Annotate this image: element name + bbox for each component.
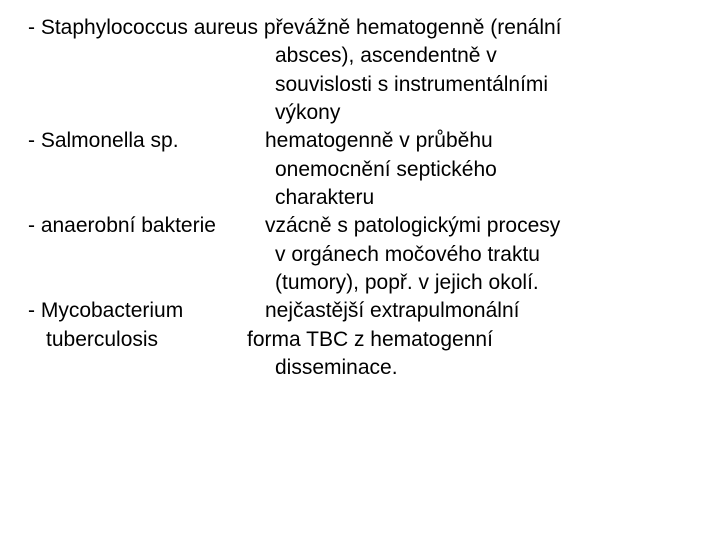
- entry-4-row1: - Mycobacterium nejčastější extrapulmoná…: [18, 297, 702, 325]
- entry-4-desc-first: nejčastější extrapulmonální: [263, 297, 702, 325]
- entry-2-row: - Salmonella sp. hematogenně v průběhu: [18, 127, 702, 155]
- entry-3-desc-first: vzácně s patologickými procesy: [263, 212, 702, 240]
- entry-2-term: - Salmonella sp.: [18, 127, 263, 155]
- entry-4-term-line1: - Mycobacterium: [18, 297, 263, 325]
- entry-2-desc-line: charakteru: [18, 184, 702, 212]
- entry-1-desc-inline: převážně hematogenně (renální: [264, 16, 562, 39]
- slide-text-content: - Staphylococcus aureus převážně hematog…: [18, 14, 702, 382]
- entry-4-desc-line: disseminace.: [18, 354, 702, 382]
- entry-4-desc-second: forma TBC z hematogenní: [245, 326, 702, 354]
- entry-4-row2: tuberculosis forma TBC z hematogenní: [18, 326, 702, 354]
- entry-2-desc-line: onemocnění septického: [18, 156, 702, 184]
- entry-3-term: - anaerobní bakterie: [18, 212, 263, 240]
- entry-3-desc-line: (tumory), popř. v jejich okolí.: [18, 269, 702, 297]
- entry-1-desc-line: absces), ascendentně v: [18, 42, 702, 70]
- entry-1-first-line: - Staphylococcus aureus převážně hematog…: [18, 14, 702, 42]
- entry-4-term-line2: tuberculosis: [18, 326, 263, 354]
- entry-1-term: - Staphylococcus aureus: [28, 16, 258, 39]
- entry-1-desc-line: výkony: [18, 99, 702, 127]
- entry-1-desc-line: souvislosti s instrumentálními: [18, 71, 702, 99]
- entry-2-desc-first: hematogenně v průběhu: [263, 127, 702, 155]
- entry-3-row: - anaerobní bakterie vzácně s patologick…: [18, 212, 702, 240]
- entry-3-desc-line: v orgánech močového traktu: [18, 241, 702, 269]
